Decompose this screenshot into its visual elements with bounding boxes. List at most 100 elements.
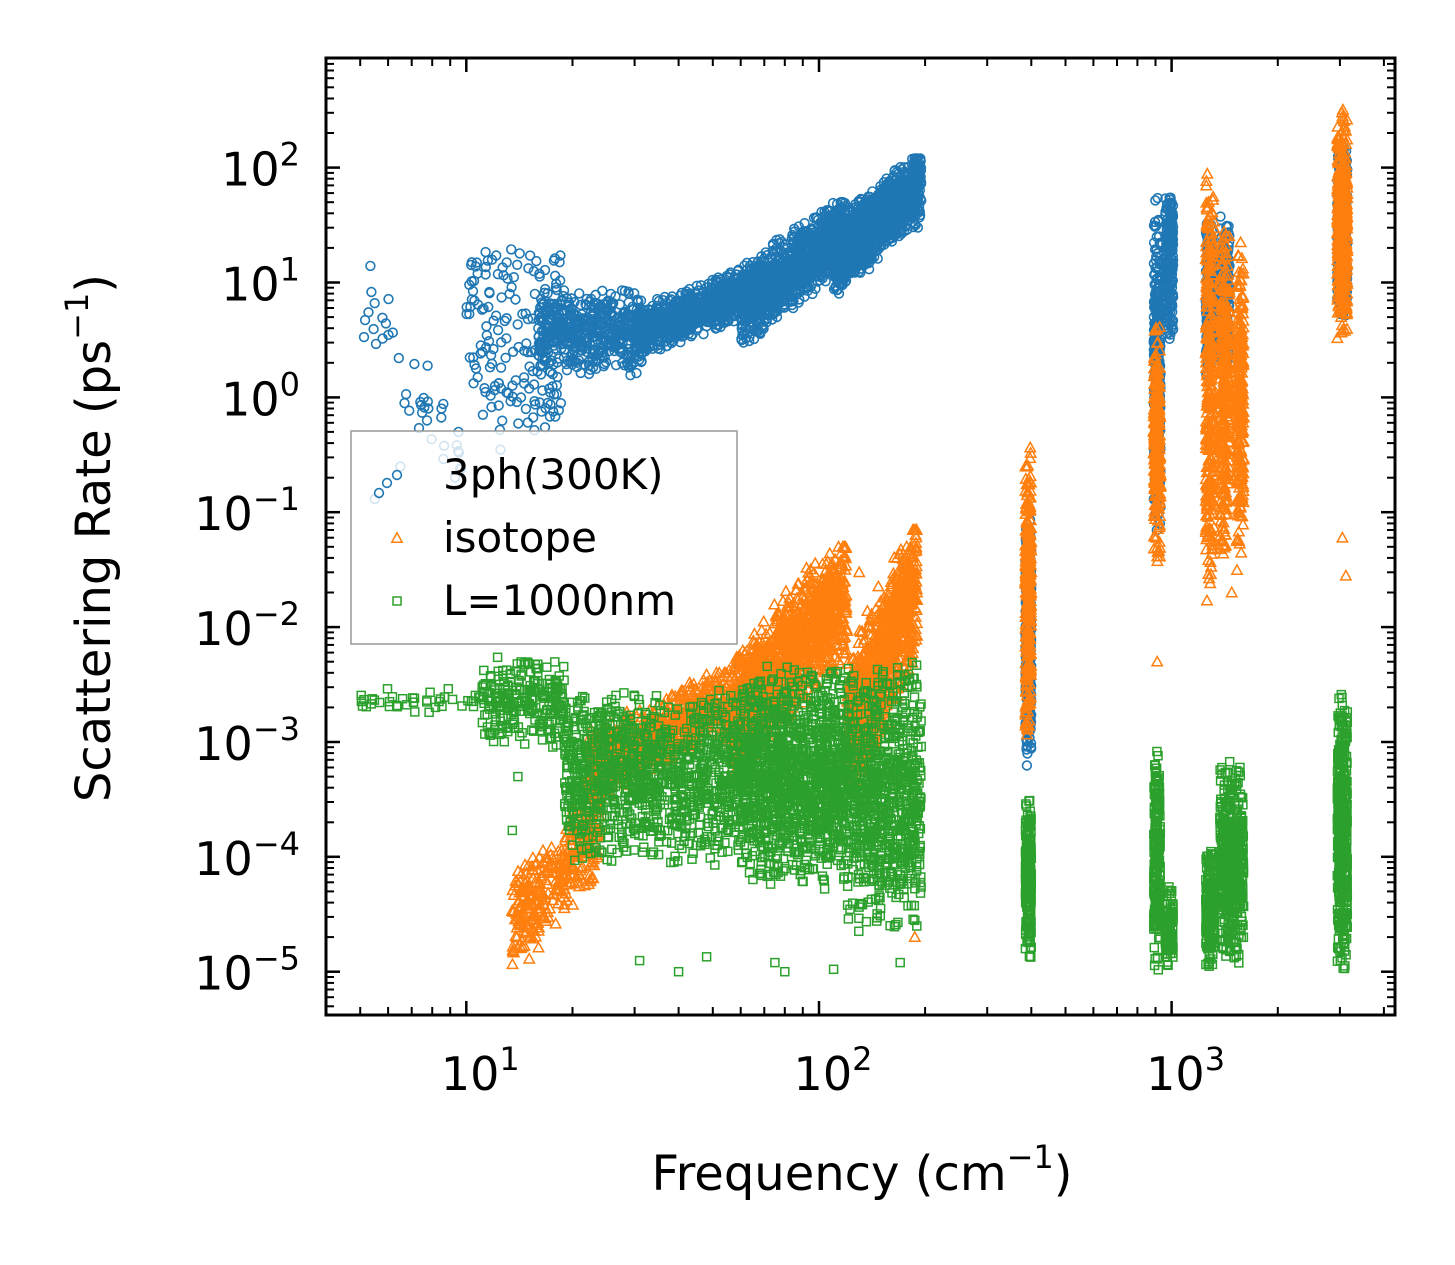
circle-marker	[623, 362, 635, 373]
circle-marker	[491, 250, 502, 261]
circle-marker	[595, 337, 607, 348]
circle-marker	[623, 355, 635, 366]
circle-marker	[393, 352, 404, 364]
circle-marker	[527, 412, 539, 423]
circle-marker	[657, 295, 669, 306]
circle-marker	[550, 325, 561, 336]
circle-marker	[508, 272, 520, 283]
circle-marker	[524, 250, 536, 261]
circle-marker	[504, 288, 515, 299]
circle-marker	[555, 398, 567, 409]
circle-marker	[470, 363, 482, 374]
circle-marker	[507, 380, 518, 391]
circle-marker	[549, 253, 561, 264]
circle-marker	[523, 263, 534, 274]
circle-marker	[544, 411, 556, 422]
circle-marker	[544, 315, 555, 326]
circle-marker	[586, 352, 598, 363]
circle-marker	[365, 260, 376, 272]
circle-marker	[422, 360, 433, 371]
circle-marker	[422, 396, 433, 407]
circle-marker	[534, 302, 546, 313]
circle-marker	[695, 280, 707, 291]
circle-marker	[535, 346, 546, 357]
circle-marker	[502, 273, 513, 284]
circle-marker	[521, 338, 532, 349]
circle-marker	[506, 244, 517, 255]
circle-marker	[493, 378, 504, 389]
circle-marker	[488, 343, 499, 355]
circle-marker	[486, 401, 497, 413]
circle-marker	[477, 409, 489, 420]
data-points-layer	[356, 103, 1354, 977]
circle-marker	[492, 324, 504, 336]
circle-marker	[485, 350, 497, 361]
circle-marker	[495, 383, 507, 394]
circle-marker	[383, 293, 394, 305]
circle-marker	[438, 398, 449, 410]
circle-marker	[480, 386, 491, 398]
circle-marker	[495, 362, 507, 373]
circle-marker	[634, 347, 645, 358]
circle-marker	[544, 298, 555, 309]
circle-marker	[370, 338, 382, 350]
circle-marker	[561, 365, 573, 376]
circle-marker	[541, 309, 552, 320]
circle-marker	[614, 313, 625, 324]
circle-marker	[620, 314, 631, 325]
circle-marker	[610, 331, 621, 342]
circle-marker	[537, 332, 549, 343]
circle-marker	[515, 392, 527, 403]
circle-marker	[514, 248, 525, 259]
circle-marker	[575, 367, 586, 379]
circle-marker	[377, 333, 388, 344]
circle-marker	[567, 327, 578, 338]
circle-marker	[500, 352, 511, 363]
circle-marker	[399, 397, 410, 409]
circle-marker	[651, 293, 663, 305]
circle-marker	[568, 308, 580, 319]
circle-marker	[484, 362, 496, 373]
circle-marker	[497, 415, 508, 426]
circle-marker	[503, 388, 514, 399]
circle-marker	[590, 289, 601, 300]
circle-marker	[480, 246, 491, 258]
circle-marker	[603, 346, 615, 357]
circle-marker	[640, 320, 651, 331]
circle-marker	[421, 415, 433, 426]
circle-marker	[590, 363, 602, 374]
circle-marker	[468, 352, 479, 363]
circle-marker	[520, 403, 532, 415]
circle-marker	[488, 315, 499, 326]
circle-marker	[461, 302, 472, 313]
circle-marker	[481, 330, 492, 341]
circle-marker	[666, 337, 677, 349]
circle-marker	[593, 302, 605, 314]
circle-marker	[599, 336, 611, 347]
circle-marker	[380, 318, 392, 329]
circle-marker	[529, 288, 541, 300]
circle-marker	[483, 336, 495, 347]
circle-marker	[694, 291, 706, 302]
circle-marker	[536, 316, 547, 327]
circle-marker	[538, 326, 549, 337]
circle-marker	[531, 255, 542, 267]
circle-marker	[545, 387, 556, 398]
circle-marker	[537, 354, 548, 365]
circle-marker	[550, 411, 561, 422]
circle-marker	[511, 259, 523, 270]
circle-marker	[475, 340, 486, 351]
circle-marker	[566, 348, 578, 359]
circle-marker	[609, 345, 620, 357]
circle-marker	[596, 319, 607, 330]
circle-marker	[578, 313, 590, 325]
circle-marker	[404, 405, 415, 416]
circle-marker	[520, 308, 531, 319]
circle-marker	[557, 327, 568, 338]
circle-marker	[631, 367, 642, 379]
circle-marker	[544, 383, 555, 394]
circle-marker	[436, 412, 447, 423]
circle-marker	[522, 314, 534, 325]
circle-marker	[499, 315, 510, 327]
circle-marker	[461, 308, 472, 320]
